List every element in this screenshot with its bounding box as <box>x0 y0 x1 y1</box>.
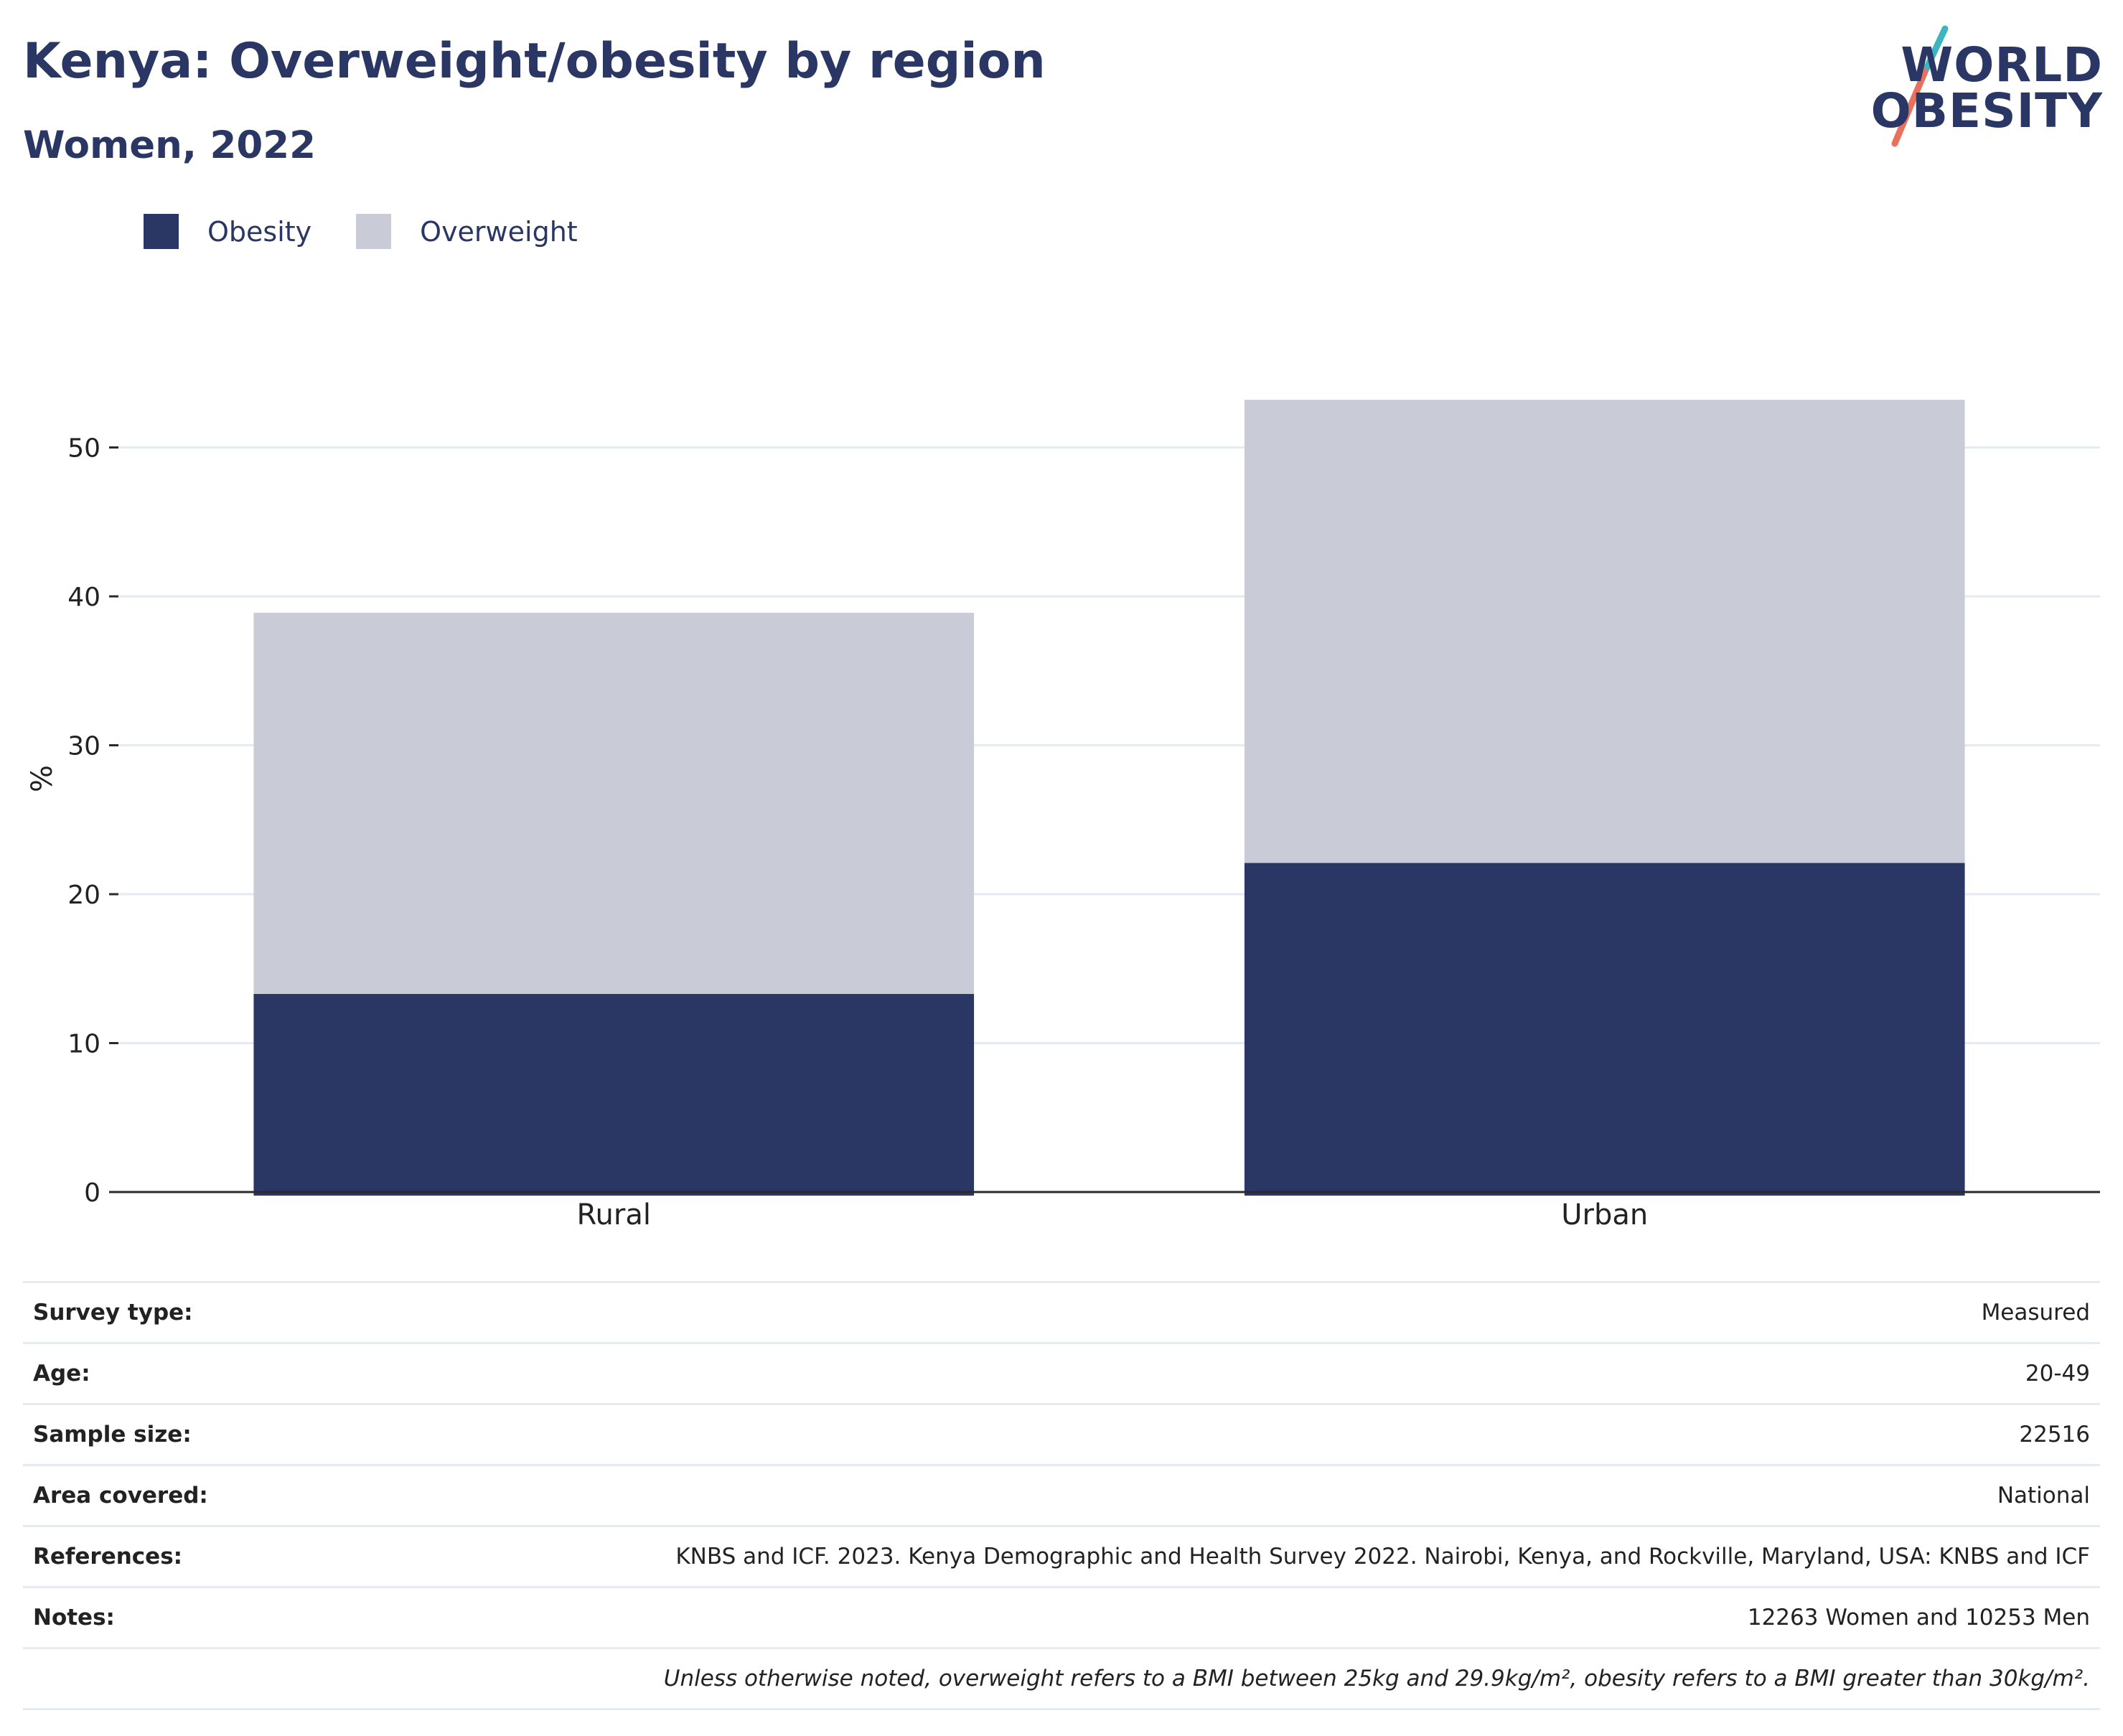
legend-item-overweight[interactable]: Overweight <box>356 214 578 249</box>
row-key-notes: Notes: <box>23 1586 270 1648</box>
y-tick-label: 10 <box>67 1030 100 1059</box>
row-value-notes: 12263 Women and 10253 Men <box>269 1586 2100 1648</box>
row-key-sample-size: Sample size: <box>23 1403 270 1465</box>
table-row: Survey type: Measured <box>23 1281 2100 1343</box>
table-row: Sample size: 22516 <box>23 1403 2100 1465</box>
row-key-footnote <box>23 1647 270 1710</box>
row-value-sample-size: 22516 <box>269 1403 2100 1465</box>
legend-swatch-obesity <box>144 214 179 249</box>
row-value-references: KNBS and ICF. 2023. Kenya Demographic an… <box>269 1525 2100 1587</box>
logo-slash-icon <box>1891 25 1949 147</box>
survey-info-table: Survey type: Measured Age: 20-49 Sample … <box>23 1281 2100 1710</box>
row-value-age: 20-49 <box>269 1342 2100 1404</box>
legend-label-obesity: Obesity <box>207 215 312 248</box>
x-tick-label: Rural <box>577 1198 651 1231</box>
legend-item-obesity[interactable]: Obesity <box>144 214 311 249</box>
footnote-text: Unless otherwise noted, overweight refer… <box>269 1647 2100 1710</box>
y-tick-label: 30 <box>67 732 100 761</box>
bar-obesity-rural <box>253 994 975 1196</box>
legend-swatch-overweight <box>356 214 392 249</box>
x-tick-label: Urban <box>1561 1198 1648 1231</box>
chart-legend: Obesity Overweight <box>144 214 622 249</box>
y-axis-label: % <box>26 765 59 792</box>
table-row: References: KNBS and ICF. 2023. Kenya De… <box>23 1525 2100 1587</box>
logo-line-obesity: OBESITY <box>1870 83 2103 139</box>
table-row: Unless otherwise noted, overweight refer… <box>23 1647 2100 1710</box>
row-value-survey-type: Measured <box>269 1281 2100 1343</box>
world-obesity-logo: WORLD OBESITY <box>1866 22 2110 151</box>
bar-overweight-rural <box>253 612 975 995</box>
row-value-area-covered: National <box>269 1464 2100 1526</box>
y-tick-label: 0 <box>84 1178 100 1208</box>
row-key-age: Age: <box>23 1342 270 1404</box>
bar-obesity-urban <box>1244 863 1965 1196</box>
row-key-survey-type: Survey type: <box>23 1281 270 1343</box>
y-tick-label: 50 <box>67 434 100 464</box>
logo-line-world: WORLD <box>1901 37 2103 93</box>
table-row: Notes: 12263 Women and 10253 Men <box>23 1586 2100 1648</box>
bar-chart: 0 10 20 30 40 50% Rural Urban <box>26 400 2100 1231</box>
y-tick-label: 40 <box>67 583 100 612</box>
y-tick-label: 20 <box>67 881 100 910</box>
table-row: Area covered: National <box>23 1464 2100 1526</box>
row-key-references: References: <box>23 1525 270 1587</box>
chart-title: Kenya: Overweight/obesity by region <box>23 33 1046 90</box>
legend-label-overweight: Overweight <box>420 215 578 248</box>
chart-subtitle: Women, 2022 <box>23 123 316 167</box>
bar-overweight-urban <box>1244 400 1965 863</box>
row-key-area-covered: Area covered: <box>23 1464 270 1526</box>
table-row: Age: 20-49 <box>23 1342 2100 1404</box>
